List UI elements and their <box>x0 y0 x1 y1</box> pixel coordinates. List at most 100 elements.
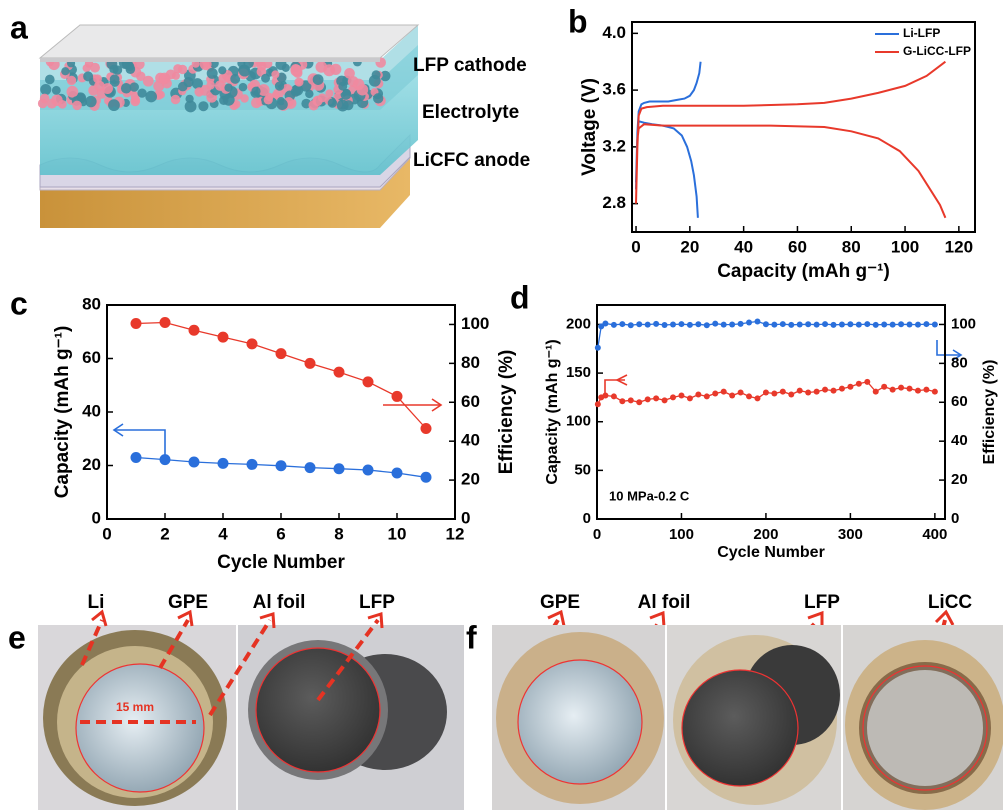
data-point <box>855 380 862 387</box>
data-point <box>906 385 913 392</box>
data-point <box>847 321 854 328</box>
data-point <box>188 456 200 468</box>
photo <box>492 625 1003 810</box>
data-point <box>610 393 617 400</box>
x-tick-label: 100 <box>891 237 919 256</box>
data-point <box>246 338 258 350</box>
y-tick-label: 80 <box>82 294 101 313</box>
data-point <box>931 321 938 328</box>
data-point <box>796 387 803 394</box>
legend-label: G-LiCC-LFP <box>903 44 971 58</box>
x-tick-label: 200 <box>753 526 778 543</box>
data-point <box>391 467 403 479</box>
panel-label: d <box>510 279 530 315</box>
data-point <box>872 388 879 395</box>
data-point <box>627 322 634 329</box>
data-point <box>847 383 854 390</box>
data-point <box>762 389 769 396</box>
data-point <box>391 390 403 402</box>
data-point <box>720 388 727 395</box>
data-point <box>188 324 200 336</box>
data-point <box>779 388 786 395</box>
data-point <box>362 376 374 388</box>
y-tick-label: 20 <box>82 455 101 474</box>
x-axis-title: Cycle Number <box>717 544 825 561</box>
data-point <box>838 385 845 392</box>
schematic-label: LiCFC anode <box>413 150 530 171</box>
schematic <box>37 24 420 228</box>
y-tick-label: 3.2 <box>602 136 626 155</box>
y-tick-label: 100 <box>566 413 591 430</box>
data-point <box>737 389 744 396</box>
y2-tick-label: 40 <box>461 431 480 450</box>
data-point <box>779 321 786 328</box>
data-point <box>771 321 778 328</box>
data-point <box>275 348 287 360</box>
photo <box>38 625 464 810</box>
data-point <box>703 393 710 400</box>
y2-tick-label: 0 <box>461 508 470 527</box>
data-point <box>217 331 229 343</box>
arrow-heads <box>91 609 955 629</box>
data-point <box>275 460 287 472</box>
plot-frame <box>106 304 456 520</box>
y2-tick-label: 100 <box>951 315 976 332</box>
legend-label: Li-LFP <box>903 26 940 40</box>
x-tick-label: 8 <box>334 524 343 543</box>
data-point <box>636 399 643 406</box>
data-point <box>737 320 744 327</box>
data-point <box>805 389 812 396</box>
y2-tick-label: 40 <box>951 432 968 449</box>
x-tick-label: 2 <box>160 524 169 543</box>
data-point <box>813 321 820 328</box>
data-point <box>602 392 609 399</box>
data-point <box>788 391 795 398</box>
y2-axis-title: Efficiency (%) <box>496 350 517 475</box>
data-point <box>830 321 837 328</box>
series-line <box>635 61 702 218</box>
data-point <box>304 357 316 369</box>
photo-label: LiCC <box>928 592 973 613</box>
panel-label: a <box>10 9 28 45</box>
schematic-label: LFP cathode <box>413 55 527 76</box>
data-point <box>661 397 668 404</box>
data-point <box>864 378 871 385</box>
axis-arrows <box>112 340 963 462</box>
y-tick-label: 0 <box>583 510 591 527</box>
data-point <box>686 321 693 328</box>
y2-tick-label: 0 <box>951 510 959 527</box>
data-point <box>914 321 921 328</box>
x-axis-title: Cycle Number <box>217 552 345 573</box>
data-point <box>813 388 820 395</box>
photo-label: GPE <box>540 592 580 613</box>
y2-tick-label: 80 <box>951 354 968 371</box>
data-point <box>670 321 677 328</box>
x-tick-label: 40 <box>734 237 753 256</box>
panel-label: b <box>568 3 588 39</box>
data-point <box>729 392 736 399</box>
data-point <box>333 366 345 378</box>
x-tick-label: 120 <box>945 237 973 256</box>
data-point <box>931 388 938 395</box>
x-tick-label: 80 <box>842 237 861 256</box>
x-tick-label: 400 <box>922 526 947 543</box>
data-point <box>619 398 626 405</box>
data-point <box>923 321 930 328</box>
series-line <box>135 321 427 429</box>
x-tick-label: 12 <box>446 524 465 543</box>
data-point <box>712 320 719 327</box>
data-point <box>695 391 702 398</box>
data-point <box>898 321 905 328</box>
data-point <box>217 457 229 469</box>
data-point <box>594 344 601 351</box>
data-point <box>130 451 142 463</box>
data-point <box>889 321 896 328</box>
data-point <box>644 396 651 403</box>
data-point <box>805 321 812 328</box>
data-point <box>695 321 702 328</box>
panel-label: f <box>466 619 477 655</box>
data-point <box>159 317 171 329</box>
data-point <box>898 384 905 391</box>
data-point <box>788 321 795 328</box>
